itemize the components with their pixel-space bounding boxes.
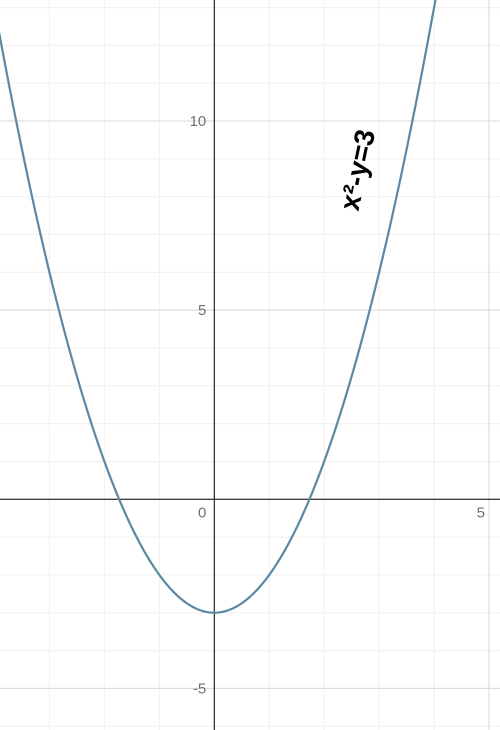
parabola-plot: 0 5 -5 5 10 <box>0 0 500 730</box>
svg-text:0: 0 <box>198 504 206 521</box>
svg-text:5: 5 <box>198 302 206 319</box>
svg-text:5: 5 <box>477 504 485 521</box>
svg-text:-5: -5 <box>193 680 206 697</box>
chart-container: 05-5510 x²-y=3 <box>0 0 500 730</box>
svg-text:10: 10 <box>190 113 207 130</box>
